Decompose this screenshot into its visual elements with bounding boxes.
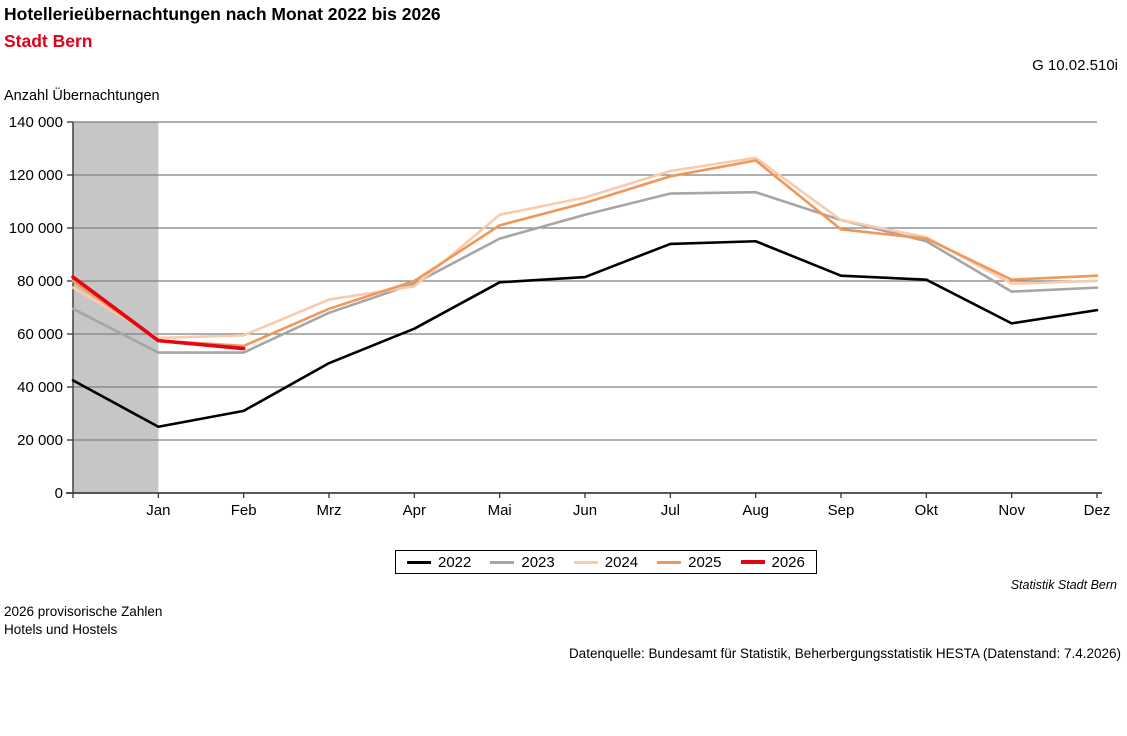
- x-axis-tick-label-Nov: Nov: [998, 502, 1025, 519]
- y-axis-title: Anzahl Übernachtungen: [4, 88, 160, 104]
- legend-swatch-2024: [573, 560, 598, 564]
- y-axis-tick-label: 40 000: [17, 379, 63, 396]
- chart-area: 0 20 000 40 000 60 000 80 000 100 000 120 000 1…: [9, 114, 1111, 519]
- y-axis-tick-label: 20 000: [17, 432, 63, 449]
- legend-swatch-2025: [657, 560, 682, 564]
- x-axis-tick-label-Jan: Jan: [146, 502, 170, 519]
- y-axis-tick-label: 60 000: [17, 326, 63, 343]
- y-axis-tick-label: 120 000: [9, 167, 63, 184]
- scope-note: Hotels und Hostels: [4, 622, 118, 637]
- x-axis-tick-label-Sep: Sep: [828, 502, 855, 519]
- page-subtitle: Stadt Bern: [4, 31, 93, 51]
- x-axis-tick-label-Dez: Dez: [1084, 502, 1111, 519]
- chart-legend: 2022 2023 2024 2025 2026: [395, 550, 817, 574]
- y-axis-tick-label: 140 000: [9, 114, 63, 131]
- legend-label: 2025: [688, 553, 722, 571]
- page-title: Hotellerieübernachtungen nach Monat 2022…: [4, 4, 441, 24]
- legend-swatch-2022: [407, 560, 431, 564]
- series-line-2023: [71, 190, 1099, 354]
- legend-item-2026: 2026: [740, 553, 805, 571]
- branding-note: Statistik Stadt Bern: [1010, 578, 1117, 592]
- legend-label: 2024: [604, 553, 639, 571]
- y-axis-tick-label: 100 000: [9, 220, 63, 237]
- y-axis-tick-label: 0: [55, 485, 63, 502]
- x-axis-tick-label-Apr: Apr: [403, 502, 426, 519]
- legend-label: 2026: [771, 553, 805, 571]
- legend-item-2025: 2025: [657, 553, 722, 571]
- x-axis-tick-label-Aug: Aug: [742, 502, 769, 519]
- legend-label: 2022: [438, 553, 472, 571]
- series-line-2025: [71, 159, 1099, 348]
- series-line-2026: [71, 275, 246, 351]
- chart-canvas: 0 20 000 40 000 60 000 80 000 100 000 120 000 1…: [9, 114, 1111, 519]
- x-axis-tick-label-Jun: Jun: [573, 502, 597, 519]
- series-line-2022: [71, 239, 1099, 429]
- legend-item-2024: 2024: [573, 553, 639, 571]
- legend-item-2022: 2022: [407, 555, 471, 570]
- legend-label: 2023: [521, 553, 555, 571]
- legend-swatch-2026: [740, 560, 765, 564]
- provisional-note: 2026 provisorische Zahlen: [4, 604, 163, 619]
- series-line-2024: [71, 156, 1099, 340]
- x-axis-tick-label-Okt: Okt: [915, 502, 939, 519]
- x-axis-tick-label-Feb: Feb: [231, 502, 257, 519]
- data-source-note: Datenquelle: Bundesamt für Statistik, Be…: [568, 646, 1121, 661]
- x-axis-tick-label-Jul: Jul: [661, 502, 680, 519]
- chart-id: G 10.02.510i: [1032, 57, 1118, 74]
- x-axis-tick-label-Mai: Mai: [488, 502, 512, 519]
- legend-swatch-2023: [490, 560, 515, 564]
- legend-item-2023: 2023: [490, 553, 555, 571]
- y-axis-tick-label: 80 000: [17, 273, 63, 290]
- x-axis-tick-label-Mrz: Mrz: [317, 502, 342, 519]
